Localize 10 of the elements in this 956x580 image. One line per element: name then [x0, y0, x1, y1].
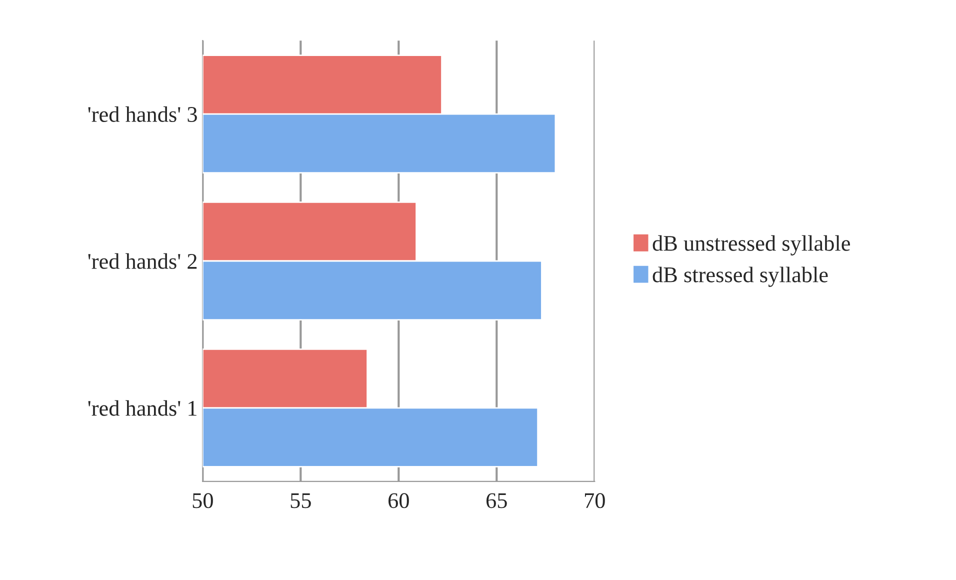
x-tick-label: 70	[584, 493, 605, 508]
y-tick-label: 'red hands' 1	[88, 400, 196, 416]
legend-label: dB stressed syllable	[652, 266, 828, 287]
y-tick-label: 'red hands' 2	[88, 253, 197, 269]
legend-label: dB unstressed syllable	[652, 235, 850, 256]
x-tick-label: 55	[290, 493, 311, 508]
x-tick-label: 50	[192, 493, 213, 508]
y-tick-label: 'red hands' 3	[88, 106, 197, 122]
x-tick-label: 60	[388, 493, 409, 508]
x-tick-label: 65	[486, 493, 507, 508]
